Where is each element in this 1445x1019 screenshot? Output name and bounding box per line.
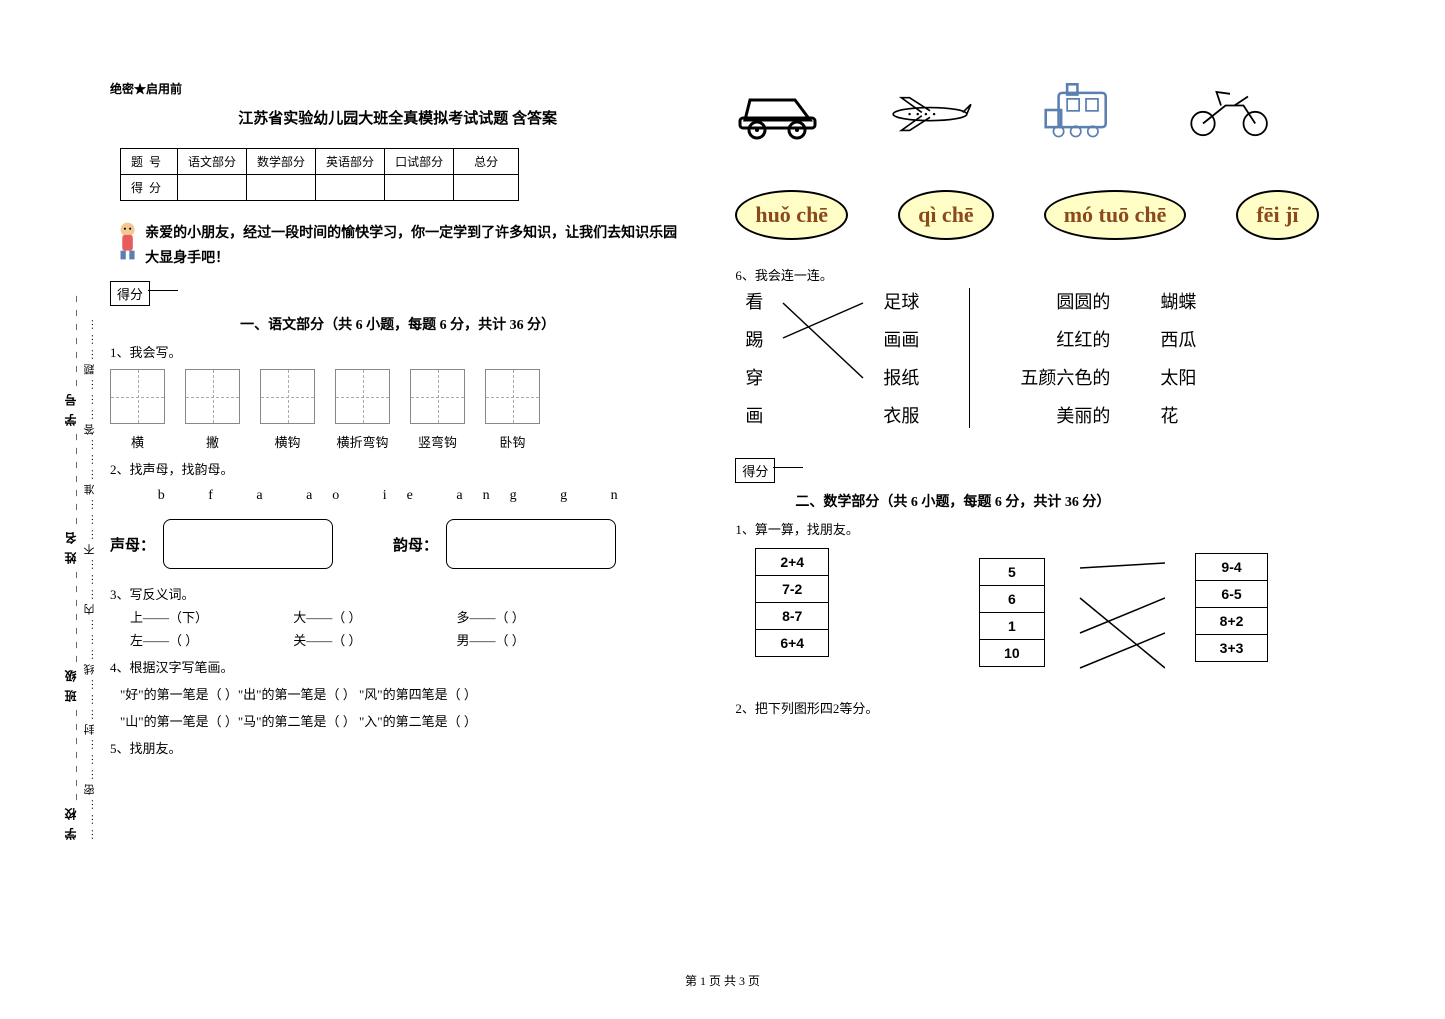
- tian-labels: 横 撇 横钩 横折弯钩 竖弯钩 卧钩: [110, 432, 685, 451]
- match-col: 足球 画画 报纸 衣服: [883, 288, 919, 428]
- page-footer: 第 1 页 共 3 页: [0, 972, 1445, 989]
- pinyin-oval: fēi jī: [1236, 190, 1318, 240]
- match-col: 蝴蝶 西瓜 太阳 花: [1160, 288, 1196, 428]
- vehicle-row: [735, 80, 1390, 140]
- tian-box[interactable]: [335, 369, 390, 424]
- section-1-title: 一、语文部分（共 6 小题，每题 6 分，共计 36 分）: [110, 314, 685, 334]
- calc-col-right: 9-4 6-5 8+2 3+3: [1195, 553, 1269, 662]
- binding-margin: 学校_______班级_______姓名_______学号_______: [55, 20, 85, 840]
- calc-lines-right: [1075, 548, 1165, 688]
- right-column: huǒ chē qì chē mó tuō chē fēi jī 6、我会连一连…: [735, 80, 1390, 761]
- pinyin-oval: mó tuō chē: [1044, 190, 1187, 240]
- motorcycle-icon: [1185, 80, 1275, 140]
- antonym-row: 左——（ ） 关——（ ） 男——（ ）: [130, 630, 685, 649]
- confidential-label: 绝密★启用前: [110, 80, 685, 97]
- calc-col-left: 2+4 7-2 8-7 6+4: [755, 548, 829, 657]
- tian-box[interactable]: [410, 369, 465, 424]
- yunmu-box[interactable]: [446, 519, 616, 569]
- divider: [969, 288, 970, 428]
- s2q1-label: 1、算一算，找朋友。: [735, 519, 1390, 538]
- q6-label: 6、我会连一连。: [735, 265, 1390, 284]
- score-badge-row: 得分: [110, 281, 685, 306]
- match-lines: [773, 288, 873, 428]
- table-row: 得分: [121, 175, 519, 201]
- pinyin-oval: huǒ chē: [735, 190, 848, 240]
- score-box: 得分: [735, 458, 775, 483]
- match-col: 看 踢 穿 画: [745, 288, 763, 428]
- shengmu-group: 声母：: [110, 519, 333, 569]
- kid-icon: [110, 216, 145, 266]
- margin-labels: 学校_______班级_______姓名_______学号_______: [62, 288, 79, 840]
- q5-label: 5、找朋友。: [110, 738, 685, 757]
- score-badge-row: 得分: [735, 458, 1390, 483]
- pinyin-groups: 声母： 韵母：: [110, 519, 685, 569]
- train-icon: [1035, 80, 1125, 140]
- pinyin-oval: qì chē: [898, 190, 994, 240]
- calc-section: 2+4 7-2 8-7 6+4 5 6 1 10 9-4 6-5 8+: [735, 548, 1390, 688]
- intro-text: 亲爱的小朋友，经过一段时间的愉快学习，你一定学到了许多知识，让我们去知识乐园大显…: [145, 221, 685, 271]
- connector-line: [773, 467, 803, 468]
- tian-box[interactable]: [485, 369, 540, 424]
- stroke-line-2: "山"的第一笔是（ ）"马"的第二笔是（ ） "入"的第二笔是（ ）: [120, 711, 685, 730]
- tian-box[interactable]: [185, 369, 240, 424]
- tian-box[interactable]: [110, 369, 165, 424]
- pinyin-ovals: huǒ chē qì chē mó tuō chē fēi jī: [735, 190, 1390, 240]
- dotted-line-text: ………密………封………线………内………不………准………答………题………: [82, 20, 98, 840]
- q2-label: 2、找声母，找韵母。: [110, 459, 685, 478]
- tian-box[interactable]: [260, 369, 315, 424]
- car-icon: [735, 80, 825, 140]
- q3-label: 3、写反义词。: [110, 584, 685, 603]
- yunmu-group: 韵母：: [393, 519, 616, 569]
- stroke-line-1: "好"的第一笔是（ ）"出"的第一笔是（ ） "风"的第四笔是（ ）: [120, 684, 685, 703]
- section-2-title: 二、数学部分（共 6 小题，每题 6 分，共计 36 分）: [795, 491, 1390, 511]
- calc-col-mid: 5 6 1 10: [979, 558, 1045, 667]
- connector-line: [148, 290, 178, 291]
- score-table: 题号 语文部分 数学部分 英语部分 口试部分 总分 得分: [120, 148, 519, 201]
- exam-title: 江苏省实验幼儿园大班全真模拟考试试题 含答案: [110, 107, 685, 128]
- shengmu-box[interactable]: [163, 519, 333, 569]
- q1-label: 1、我会写。: [110, 342, 685, 361]
- left-column: 绝密★启用前 江苏省实验幼儿园大班全真模拟考试试题 含答案 题号 语文部分 数学…: [110, 80, 685, 761]
- q4-label: 4、根据汉字写笔画。: [110, 657, 685, 676]
- s2q2-label: 2、把下列图形四2等分。: [735, 698, 1390, 717]
- airplane-icon: [885, 80, 975, 140]
- score-box: 得分: [110, 281, 150, 306]
- match-section: 看 踢 穿 画 足球 画画 报纸 衣服 圆圆的 红红的 五颜六色的 美丽的: [735, 288, 1390, 428]
- antonym-row: 上——（下） 大——（ ） 多——（ ）: [130, 607, 685, 626]
- pinyin-letters: b f a ao ie ang g n: [110, 488, 685, 504]
- tian-boxes: [110, 369, 685, 424]
- calc-lines-left: [859, 548, 949, 688]
- intro-block: 亲爱的小朋友，经过一段时间的愉快学习，你一定学到了许多知识，让我们去知识乐园大显…: [110, 216, 685, 281]
- page-content: 绝密★启用前 江苏省实验幼儿园大班全真模拟考试试题 含答案 题号 语文部分 数学…: [110, 80, 1390, 761]
- match-col: 圆圆的 红红的 五颜六色的 美丽的: [1020, 288, 1110, 428]
- table-row: 题号 语文部分 数学部分 英语部分 口试部分 总分: [121, 149, 519, 175]
